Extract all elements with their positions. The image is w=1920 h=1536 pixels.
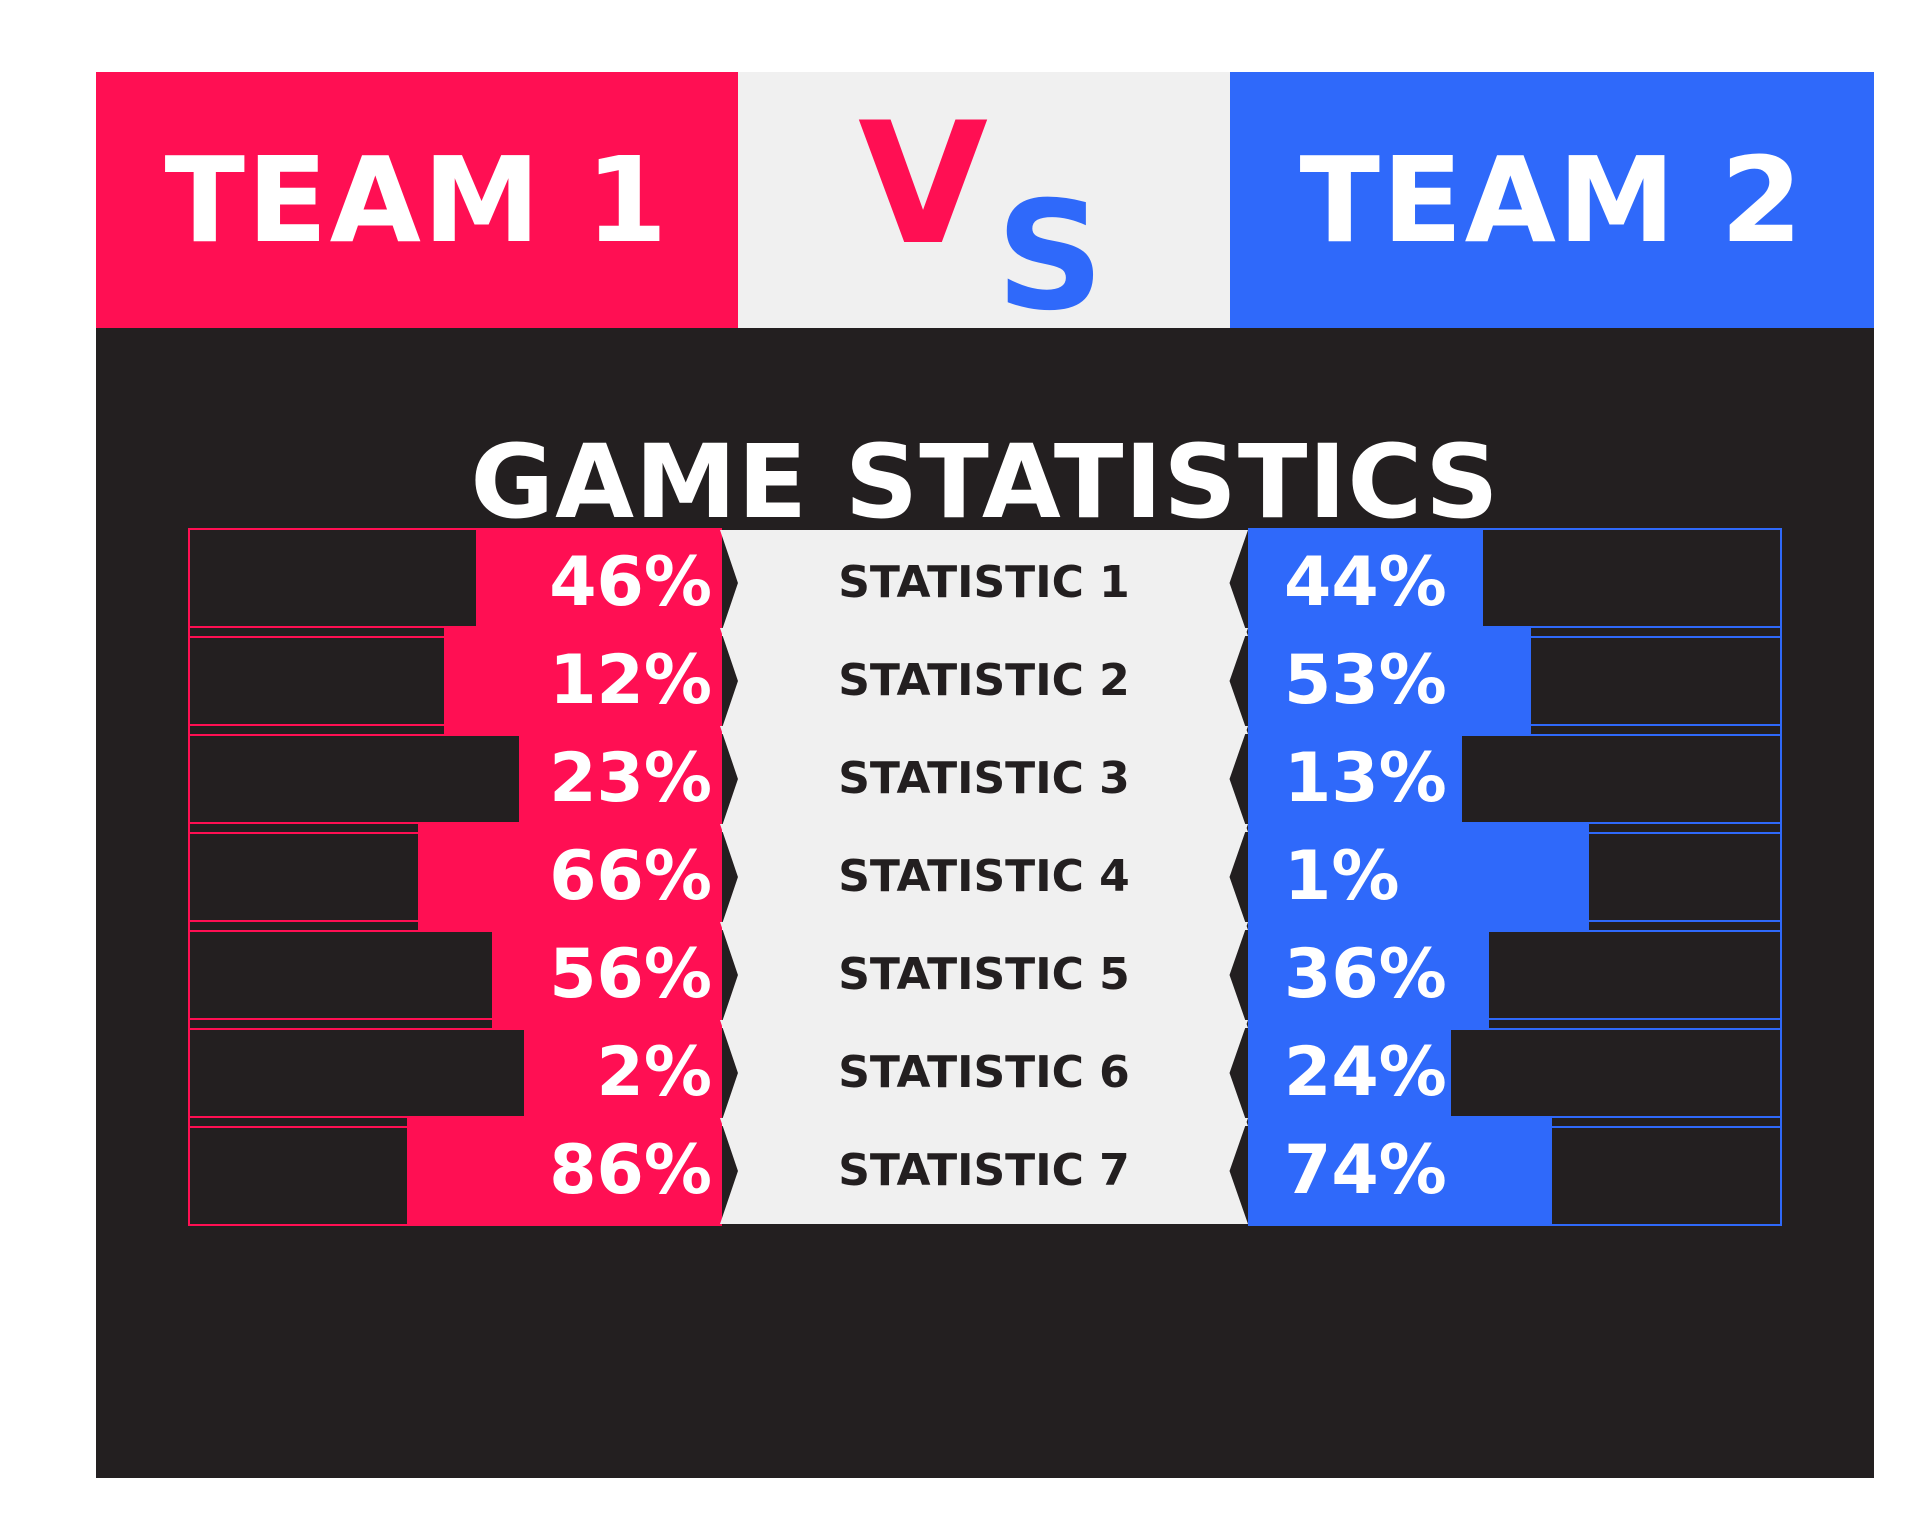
team2-stat-value: 13% [1284, 739, 1447, 818]
team1-bar-fill [418, 824, 720, 930]
team2-stat-value: 44% [1284, 543, 1447, 622]
stat-row: STATISTIC 4 66% 1% [188, 822, 1782, 932]
team1-bar-frame [188, 920, 722, 1030]
team1-bar-frame [188, 626, 722, 736]
vs-panel: V S [738, 72, 1230, 332]
team1-stat-value: 46% [549, 543, 712, 622]
team1-stat-value: 66% [549, 837, 712, 916]
team2-stat-value: 24% [1284, 1033, 1447, 1112]
stat-label-band [720, 1020, 1248, 1126]
team2-name: TEAM 2 [1299, 131, 1805, 269]
stat-label: STATISTIC 1 [838, 557, 1130, 608]
team1-stat-value: 86% [549, 1131, 712, 1210]
team1-bar-fill [492, 922, 720, 1028]
stat-label: STATISTIC 7 [838, 1145, 1130, 1196]
stat-label-band [720, 726, 1248, 832]
team1-stat-value: 2% [596, 1033, 712, 1112]
team2-bar-fill [1250, 628, 1531, 734]
stat-label-band [720, 824, 1248, 930]
team2-bar-fill [1250, 922, 1489, 1028]
team1-bar-frame [188, 1116, 722, 1226]
stat-row: STATISTIC 6 2% 24% [188, 1018, 1782, 1128]
team2-bar-fill [1250, 530, 1483, 636]
team1-bar-fill [519, 726, 720, 832]
team1-bar-fill [444, 628, 720, 734]
team1-name: TEAM 1 [164, 131, 670, 269]
stat-row: STATISTIC 5 56% 36% [188, 920, 1782, 1030]
stat-row: STATISTIC 1 46% 44% [188, 528, 1782, 638]
stat-label-band [720, 1118, 1248, 1224]
stat-row: STATISTIC 2 12% 53% [188, 626, 1782, 736]
team2-bar-fill [1250, 824, 1589, 930]
statistics-list: STATISTIC 1 46% 44% STATISTIC 2 12% 53% STATIS… [96, 328, 1874, 1478]
vs-letter-v: V [858, 86, 989, 282]
statistics-panel: GAME STATISTICS STATISTIC 1 46% 44% STATIST… [96, 328, 1874, 1478]
team2-bar-fill [1250, 1118, 1552, 1224]
team2-bar-fill [1250, 726, 1462, 832]
team2-stat-value: 1% [1284, 837, 1400, 916]
team2-bar-frame [1248, 626, 1782, 736]
scoreboard: TEAM 1 V S TEAM 2 GAME STATISTICS STATIS… [96, 72, 1874, 1478]
team1-bar-fill [476, 530, 720, 636]
team2-bar-frame [1248, 1116, 1782, 1226]
team2-bar-fill [1250, 1020, 1451, 1126]
team1-stat-value: 56% [549, 935, 712, 1014]
stat-row: STATISTIC 7 86% 74% [188, 1116, 1782, 1226]
stat-label: STATISTIC 2 [838, 655, 1130, 706]
team2-bar-frame [1248, 920, 1782, 1030]
team1-bar-fill [407, 1118, 720, 1224]
team1-stat-value: 23% [549, 739, 712, 818]
team2-stat-value: 53% [1284, 641, 1447, 720]
stat-row: STATISTIC 3 23% 13% [188, 724, 1782, 834]
team1-bar-fill [524, 1020, 720, 1126]
team2-panel: TEAM 2 [1230, 72, 1874, 328]
stat-label: STATISTIC 3 [838, 753, 1130, 804]
team2-stat-value: 36% [1284, 935, 1447, 1014]
stat-label: STATISTIC 6 [838, 1047, 1130, 1098]
team2-stat-value: 74% [1284, 1131, 1447, 1210]
team1-stat-value: 12% [549, 641, 712, 720]
team1-panel: TEAM 1 [96, 72, 738, 328]
versus-header: TEAM 1 V S TEAM 2 [96, 72, 1874, 332]
team2-bar-frame [1248, 822, 1782, 932]
stat-label-band [720, 530, 1248, 636]
stat-label: STATISTIC 4 [838, 851, 1130, 902]
stat-label-band [720, 922, 1248, 1028]
team1-bar-frame [188, 822, 722, 932]
vs-letter-s: S [996, 170, 1105, 344]
stat-label: STATISTIC 5 [838, 949, 1130, 1000]
page-title: GAME STATISTICS [470, 423, 1500, 542]
stat-label-band [720, 628, 1248, 734]
